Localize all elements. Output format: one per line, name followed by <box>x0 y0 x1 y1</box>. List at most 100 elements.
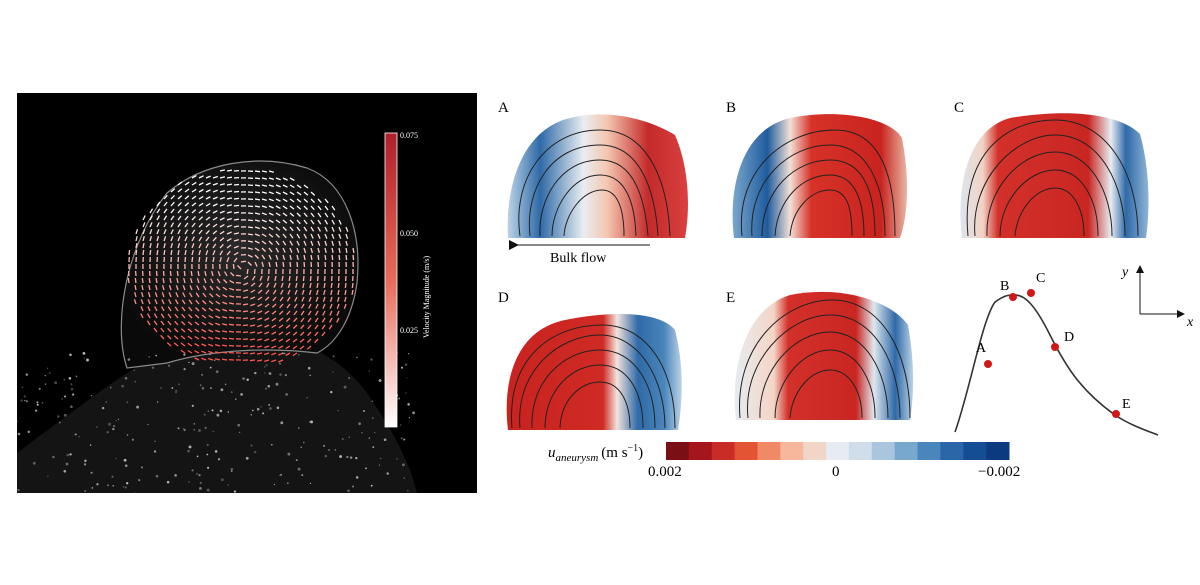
speckle <box>368 437 371 439</box>
speckle <box>44 383 47 385</box>
velocity-vector <box>254 219 260 222</box>
velocity-vector <box>243 289 249 292</box>
velocity-vector <box>142 249 145 256</box>
velocity-vector <box>183 270 186 277</box>
velocity-vector <box>268 177 274 181</box>
velocity-vector <box>254 240 260 244</box>
velocity-vector <box>287 289 291 295</box>
speckle <box>52 455 55 459</box>
velocity-vector <box>216 286 221 291</box>
velocity-vector <box>310 240 314 246</box>
speckle <box>90 471 93 474</box>
speckle <box>365 467 367 470</box>
speckle <box>112 424 116 428</box>
velocity-vector <box>303 233 307 239</box>
velocity-vector <box>322 296 326 302</box>
speckle <box>155 354 158 357</box>
velocity-vector <box>336 303 340 309</box>
velocity-vector <box>161 306 165 312</box>
velocity-vector <box>221 351 228 354</box>
velocity-vector <box>208 314 214 319</box>
velocity-vector <box>351 282 354 289</box>
speckle <box>198 473 201 477</box>
speckle <box>27 430 31 434</box>
velocity-vector <box>170 249 173 256</box>
speckle <box>44 374 46 377</box>
speckle <box>238 431 241 434</box>
speckle <box>193 423 195 425</box>
velocity-vector <box>201 307 207 312</box>
speckle <box>269 407 272 410</box>
velocity-vector <box>264 331 270 335</box>
velocity-vector <box>275 184 281 188</box>
velocity-vector <box>228 316 235 319</box>
velocity-vector <box>308 296 312 302</box>
speckle <box>109 386 112 389</box>
velocity-vector <box>177 208 182 214</box>
velocity-vector <box>317 205 322 211</box>
speckle <box>171 387 174 389</box>
velocity-vector <box>247 205 254 208</box>
velocity-vector <box>154 299 158 305</box>
velocity-vector <box>210 278 214 284</box>
velocity-vector <box>212 175 218 179</box>
velocity-vector <box>177 215 182 221</box>
velocity-vector <box>344 289 347 296</box>
speckle <box>188 361 190 364</box>
velocity-vector <box>268 240 273 245</box>
velocity-vector <box>344 282 347 288</box>
velocity-vector <box>198 195 204 200</box>
velocity-vector <box>219 210 225 214</box>
speckle <box>126 434 129 436</box>
speckle <box>341 437 344 441</box>
velocity-vector <box>208 350 214 354</box>
speckle <box>374 431 376 434</box>
speckle <box>64 395 66 398</box>
speckle <box>101 406 105 410</box>
colorbar-swatch <box>711 442 736 460</box>
velocity-vector <box>324 226 328 232</box>
velocity-vector <box>175 292 179 298</box>
velocity-vector-image: 0.075 0.050 0.025 Velocity Magnitude (m/… <box>17 93 477 493</box>
velocity-vector <box>292 331 298 336</box>
speckle <box>220 388 224 392</box>
velocity-vector <box>296 198 302 203</box>
speckle <box>408 417 411 419</box>
velocity-vector <box>198 182 204 186</box>
velocity-vector <box>226 183 233 186</box>
velocity-vector <box>226 238 232 242</box>
velocity-vector <box>275 219 281 224</box>
waveform-point-e <box>1112 410 1120 418</box>
velocity-vector <box>215 315 221 319</box>
velocity-vector <box>180 349 186 354</box>
velocity-vector <box>163 208 168 214</box>
colorbar-tick-low: 0.025 <box>400 326 418 335</box>
speckle <box>407 353 410 355</box>
speckle <box>297 467 301 471</box>
velocity-vector <box>250 282 256 287</box>
velocity-vector <box>226 224 232 228</box>
velocity-vector <box>188 306 193 312</box>
velocity-vector <box>188 314 193 319</box>
speckle <box>240 393 243 396</box>
speckle <box>401 463 405 467</box>
velocity-vector <box>268 170 274 173</box>
velocity-vector <box>181 321 186 326</box>
velocity-vector <box>261 261 265 267</box>
velocity-vector <box>289 191 295 196</box>
velocity-vector <box>208 307 214 312</box>
speckle <box>227 484 229 486</box>
velocity-vector <box>149 242 152 249</box>
speckle <box>271 443 273 446</box>
velocity-vector <box>187 335 193 340</box>
speckle <box>386 472 389 475</box>
velocity-vector <box>233 211 239 214</box>
velocity-vector <box>149 229 153 235</box>
velocity-vector <box>194 350 200 354</box>
speckle <box>282 352 285 355</box>
velocity-vector <box>219 196 225 200</box>
velocity-vector <box>344 296 347 302</box>
velocity-vector <box>229 280 235 284</box>
speckle <box>36 403 39 406</box>
colorbar-tick-0002: 0.002 <box>648 464 682 480</box>
